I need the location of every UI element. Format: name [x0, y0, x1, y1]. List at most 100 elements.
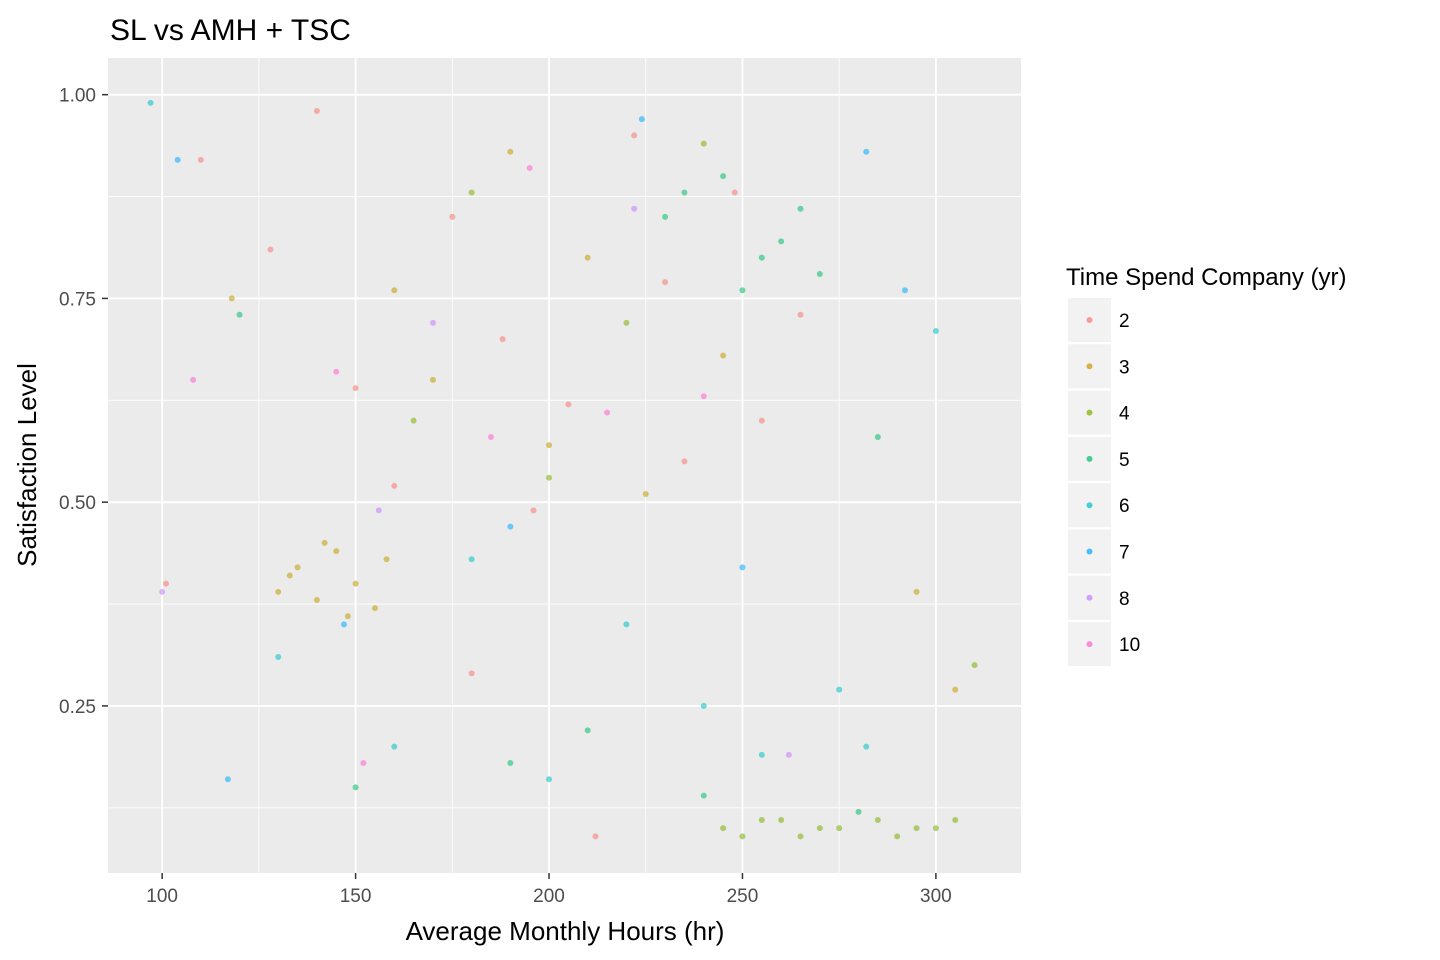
data-point	[526, 165, 533, 172]
data-point	[410, 417, 417, 424]
data-point	[286, 572, 293, 579]
series-5	[236, 173, 881, 815]
data-point	[642, 491, 649, 498]
data-point	[391, 287, 398, 294]
data-point	[313, 107, 320, 114]
data-point	[797, 833, 804, 840]
data-point	[468, 189, 475, 196]
data-point	[530, 507, 537, 514]
data-point	[758, 751, 765, 758]
data-point	[623, 621, 630, 628]
legend-marker	[1086, 641, 1093, 648]
legend-label: 7	[1119, 543, 1130, 564]
legend-title: Time Spend Company (yr)	[1066, 264, 1347, 291]
data-point	[313, 596, 320, 603]
data-point	[197, 156, 204, 163]
data-point	[681, 189, 688, 196]
data-point	[391, 743, 398, 750]
data-point	[855, 808, 862, 815]
data-point	[340, 621, 347, 628]
legend-item: 5	[1068, 436, 1130, 481]
data-point	[507, 148, 514, 155]
data-point	[681, 458, 688, 465]
data-point	[816, 270, 823, 277]
data-point	[174, 156, 181, 163]
legend-marker	[1086, 317, 1093, 323]
data-point	[224, 776, 231, 783]
data-point	[383, 556, 390, 563]
legend-item: 2	[1068, 298, 1130, 342]
data-point	[700, 792, 707, 799]
data-point	[932, 825, 939, 832]
data-point	[487, 433, 494, 440]
series-6	[147, 99, 939, 783]
legend-item: 8	[1068, 575, 1130, 620]
data-point	[391, 482, 398, 489]
data-point	[546, 474, 553, 481]
y-tick-label: 0.75	[59, 289, 96, 310]
data-point	[565, 401, 572, 408]
data-point	[874, 817, 881, 824]
data-point	[267, 246, 274, 253]
data-point	[797, 205, 804, 212]
legend: Time Spend Company (yr) 2 3 4 5 6 7 8 10	[1066, 264, 1347, 667]
legend-label: 3	[1119, 357, 1130, 378]
data-point	[901, 287, 908, 294]
legend-item: 7	[1068, 529, 1130, 574]
series-3	[228, 148, 959, 693]
series-10	[190, 165, 707, 766]
data-point	[275, 588, 282, 595]
plot-panel	[108, 58, 1021, 873]
legend-label: 2	[1119, 311, 1130, 332]
legend-label: 10	[1119, 635, 1140, 656]
x-axis-ticks: 100 150 200 250 300	[146, 873, 952, 907]
data-point	[584, 254, 591, 261]
data-point	[785, 751, 792, 758]
data-point	[638, 116, 645, 123]
data-point	[468, 670, 475, 677]
data-point	[662, 213, 669, 220]
data-point	[429, 376, 436, 383]
data-point	[147, 99, 154, 106]
x-tick-label: 150	[340, 886, 372, 907]
data-point	[360, 759, 367, 766]
chart-title: SL vs AMH + TSC	[110, 14, 351, 47]
legend-marker	[1086, 548, 1093, 555]
data-point	[294, 564, 301, 571]
data-point	[913, 825, 920, 832]
series-2	[163, 107, 804, 840]
data-point	[375, 507, 382, 514]
data-point	[932, 328, 939, 335]
x-tick-label: 250	[727, 886, 759, 907]
data-point	[507, 759, 514, 766]
y-tick-label: 0.25	[59, 697, 96, 718]
minor-gridlines	[108, 58, 1021, 873]
legend-marker	[1086, 455, 1093, 462]
legend-marker	[1086, 409, 1093, 416]
data-point	[228, 295, 235, 302]
legend-label: 8	[1119, 589, 1130, 610]
data-point	[344, 613, 351, 620]
data-point	[236, 311, 243, 318]
legend-item: 3	[1068, 344, 1130, 389]
data-point	[546, 442, 553, 449]
data-point	[584, 727, 591, 734]
data-point	[700, 702, 707, 709]
data-point	[333, 548, 340, 555]
x-tick-label: 100	[146, 886, 178, 907]
data-point	[816, 825, 823, 832]
data-point	[739, 287, 746, 294]
x-tick-label: 200	[533, 886, 565, 907]
x-tick-label: 300	[920, 886, 952, 907]
data-point	[836, 825, 843, 832]
data-point	[913, 588, 920, 595]
data-point	[720, 173, 727, 180]
data-point	[352, 385, 359, 392]
data-point	[797, 311, 804, 318]
legend-item: 6	[1068, 483, 1130, 528]
series-4	[410, 140, 978, 840]
data-point	[507, 523, 514, 530]
y-tick-label: 1.00	[59, 86, 96, 107]
legend-item: 10	[1068, 622, 1140, 667]
